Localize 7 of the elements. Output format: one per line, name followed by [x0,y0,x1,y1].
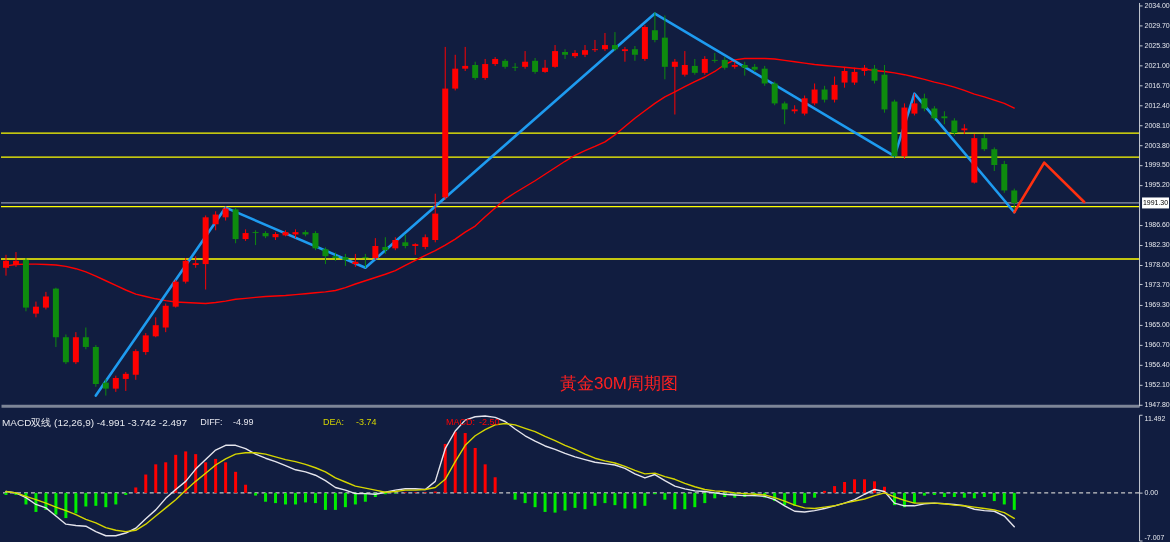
text: DEA: [323,416,345,427]
annotation: 黃金30M周期图 [559,373,678,393]
annotation: MACD双线 (12,26,9) -4.991 -3.742 -2.497 [2,416,188,428]
annotation: -4.99 [233,416,254,427]
annotation: -3.74 [356,416,377,427]
text: DIFF: [200,416,223,427]
annotation: -2.50 [478,416,500,427]
